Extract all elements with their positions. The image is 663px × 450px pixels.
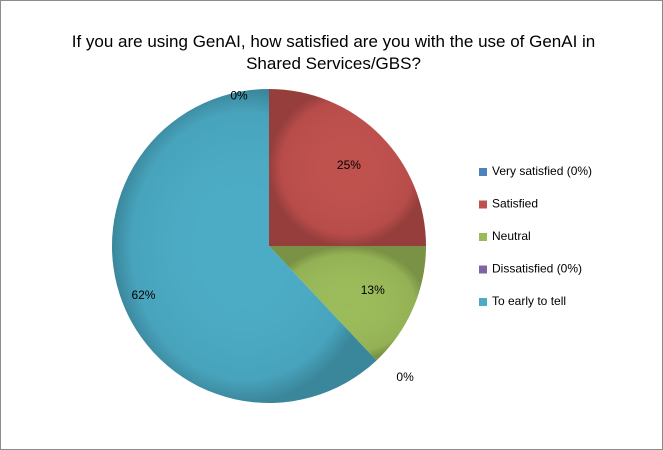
chart-title: If you are using GenAI, how satisfied ar… [71,32,596,73]
legend: Very satisfied (0%) Satisfied Neutral Dissa… [479,164,592,308]
data-label-dissatisfied: 0% [396,370,414,384]
data-label-satisfied: 25% [337,158,361,172]
legend-swatch-satisfied [479,200,487,209]
legend-swatch-very-satisfied [479,168,487,176]
pie-labels: 0% 25% 13% 0% 62% [131,89,414,384]
legend-label-neutral: Neutral [492,229,531,243]
legend-swatch-to-early-to-tell [479,298,487,306]
data-label-very-satisfied: 0% [230,89,248,103]
legend-label-dissatisfied: Dissatisfied (0%) [492,262,582,276]
pie-slice-shading-to-early-to-tell [112,89,377,403]
pie-slice-shading-satisfied [269,89,426,246]
pie-slice-shading-neutral [269,246,426,361]
legend-label-to-early-to-tell: To early to tell [492,294,566,308]
legend-swatch-neutral [479,233,487,241]
data-label-neutral: 13% [361,283,385,297]
legend-label-very-satisfied: Very satisfied (0%) [492,164,592,178]
data-label-to-early-to-tell: 62% [131,288,155,302]
legend-label-satisfied: Satisfied [492,197,538,211]
legend-swatch-dissatisfied [479,265,487,274]
pie-slices [112,89,426,403]
